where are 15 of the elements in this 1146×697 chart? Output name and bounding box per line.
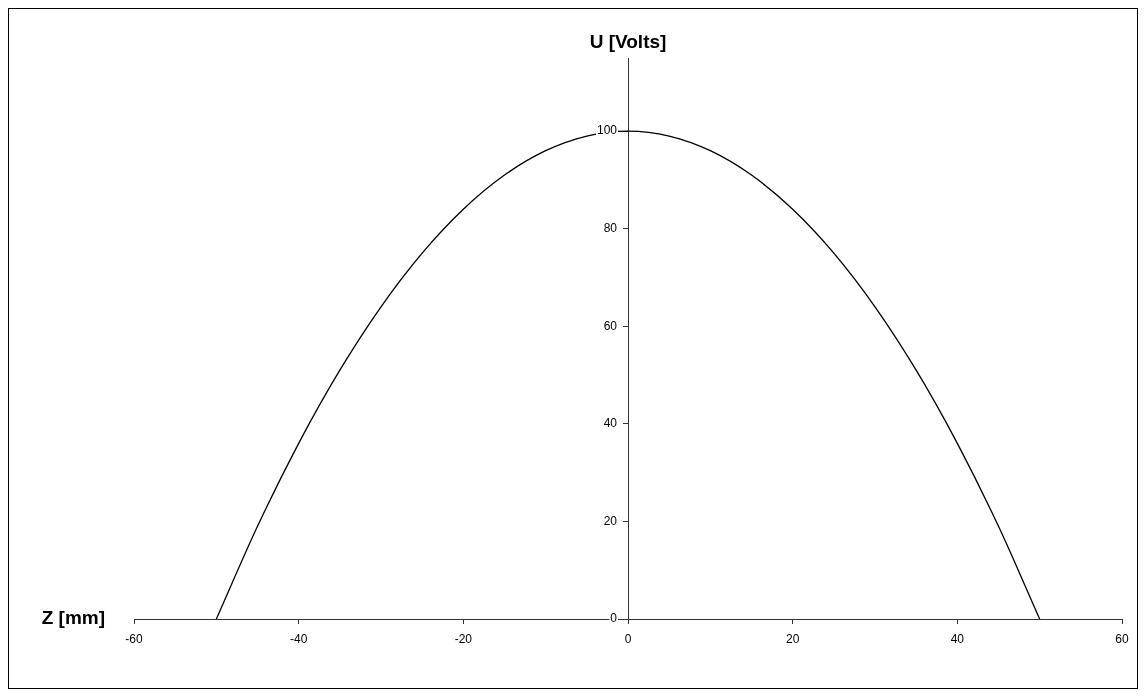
- x-tick-label: -40: [289, 631, 308, 646]
- x-tick-label: 20: [785, 631, 800, 646]
- x-tick-label: 40: [950, 631, 965, 646]
- x-axis-title: Z [mm]: [41, 607, 105, 629]
- x-tick-label: 0: [624, 631, 632, 646]
- y-axis-title: U [Volts]: [589, 31, 667, 53]
- y-tick-label: 100: [596, 123, 618, 138]
- y-tick-label: 60: [603, 318, 618, 333]
- y-tick-label: 80: [603, 221, 618, 236]
- x-tick-label: -20: [454, 631, 473, 646]
- y-tick-label: 20: [603, 513, 618, 528]
- x-tick-label: -60: [125, 631, 143, 646]
- x-tick-label: 60: [1115, 631, 1129, 646]
- y-tick-label: 0: [610, 611, 618, 626]
- y-tick-label: 40: [603, 416, 618, 431]
